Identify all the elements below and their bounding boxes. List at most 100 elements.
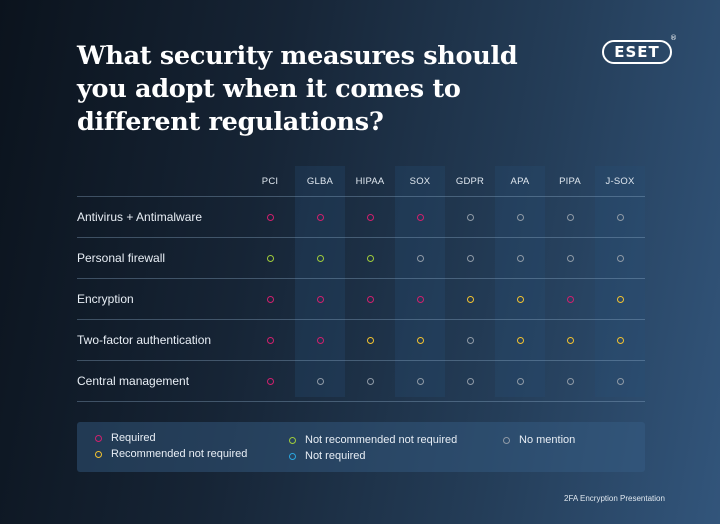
- no-mention-dot-icon: [566, 213, 574, 221]
- no-mention-dot-icon: [466, 336, 474, 344]
- status-cell: [245, 336, 295, 344]
- no-mention-dot-icon: [516, 254, 524, 262]
- registered-mark: ®: [670, 34, 677, 42]
- legend-item-no-mention: No mention: [503, 434, 575, 446]
- no-mention-dot-icon: [316, 377, 324, 385]
- required-dot-icon: [416, 213, 424, 221]
- table-row: Antivirus + Antimalware: [77, 197, 645, 238]
- status-cell: [495, 254, 545, 262]
- status-cell: [595, 254, 645, 262]
- required-dot-icon: [366, 213, 374, 221]
- table-row: Two-factor authentication: [77, 320, 645, 361]
- row-label: Central management: [77, 374, 190, 388]
- status-cell: [595, 213, 645, 221]
- status-cell: [345, 295, 395, 303]
- column-header: HIPAA: [355, 175, 385, 187]
- not-recommended-dot-icon: [266, 254, 274, 262]
- recommended-dot-icon: [616, 336, 624, 344]
- status-cell: [595, 377, 645, 385]
- table-row: Encryption: [77, 279, 645, 320]
- status-cell: [495, 213, 545, 221]
- table-body: Antivirus + Antimalware Personal firewall…: [77, 197, 645, 402]
- no-mention-dot-icon: [466, 377, 474, 385]
- status-cell: [295, 336, 345, 344]
- column-highlight: [295, 166, 345, 397]
- status-cell: [245, 377, 295, 385]
- status-cell: [395, 336, 445, 344]
- legend-label: Required: [111, 432, 156, 444]
- no-mention-dot-icon: [466, 213, 474, 221]
- status-cell: [245, 295, 295, 303]
- required-dot-icon: [566, 295, 574, 303]
- no-mention-dot-icon: [616, 213, 624, 221]
- recommended-dot-icon: [95, 450, 102, 458]
- recommended-dot-icon: [566, 336, 574, 344]
- legend-label: Recommended not required: [111, 448, 248, 460]
- status-cell: [545, 377, 595, 385]
- column-header: J-SOX: [605, 175, 635, 187]
- row-label: Personal firewall: [77, 251, 166, 265]
- recommended-dot-icon: [516, 295, 524, 303]
- column-header: PIPA: [559, 175, 581, 187]
- legend-item-required: Required: [95, 432, 156, 444]
- no-mention-dot-icon: [566, 254, 574, 262]
- status-cell: [295, 213, 345, 221]
- status-cell: [495, 295, 545, 303]
- status-cell: [295, 254, 345, 262]
- recommended-dot-icon: [616, 295, 624, 303]
- status-cell: [445, 295, 495, 303]
- page-title: What security measures should you adopt …: [77, 41, 518, 137]
- status-cell: [495, 336, 545, 344]
- legend-box: Required Recommended not required Not re…: [77, 422, 645, 472]
- legend-item-not-required: Not required: [289, 450, 366, 462]
- not-required-dot-icon: [289, 452, 296, 460]
- no-mention-dot-icon: [366, 377, 374, 385]
- recommended-dot-icon: [366, 336, 374, 344]
- status-cell: [595, 336, 645, 344]
- column-header: GDPR: [455, 175, 485, 187]
- status-cell: [445, 377, 495, 385]
- recommended-dot-icon: [466, 295, 474, 303]
- status-cell: [345, 254, 395, 262]
- status-cell: [245, 213, 295, 221]
- status-cell: [445, 213, 495, 221]
- status-cell: [495, 377, 545, 385]
- no-mention-dot-icon: [416, 254, 424, 262]
- legend-item-recommended: Recommended not required: [95, 448, 247, 460]
- row-label: Two-factor authentication: [77, 333, 212, 347]
- required-dot-icon: [266, 336, 274, 344]
- required-dot-icon: [366, 295, 374, 303]
- required-dot-icon: [316, 336, 324, 344]
- status-cell: [595, 295, 645, 303]
- legend-item-not-recommended: Not recommended not required: [289, 434, 457, 446]
- no-mention-dot-icon: [516, 377, 524, 385]
- status-cell: [395, 213, 445, 221]
- no-mention-dot-icon: [616, 254, 624, 262]
- table-row: Personal firewall: [77, 238, 645, 279]
- status-cell: [295, 377, 345, 385]
- not-recommended-dot-icon: [316, 254, 324, 262]
- legend-label: Not recommended not required: [305, 434, 458, 446]
- required-dot-icon: [316, 213, 324, 221]
- status-cell: [245, 254, 295, 262]
- status-cell: [345, 377, 395, 385]
- status-cell: [395, 295, 445, 303]
- legend-label: Not required: [305, 450, 366, 462]
- no-mention-dot-icon: [566, 377, 574, 385]
- recommended-dot-icon: [516, 336, 524, 344]
- status-cell: [545, 295, 595, 303]
- status-cell: [545, 254, 595, 262]
- status-cell: [395, 254, 445, 262]
- row-label: Encryption: [77, 292, 134, 306]
- required-dot-icon: [416, 295, 424, 303]
- footer-caption: 2FA Encryption Presentation: [564, 494, 665, 503]
- column-header: GLBA: [306, 175, 334, 187]
- required-dot-icon: [266, 295, 274, 303]
- required-dot-icon: [95, 434, 102, 442]
- status-cell: [545, 336, 595, 344]
- status-cell: [545, 213, 595, 221]
- required-dot-icon: [266, 213, 274, 221]
- status-cell: [445, 254, 495, 262]
- required-dot-icon: [266, 377, 274, 385]
- no-mention-dot-icon: [466, 254, 474, 262]
